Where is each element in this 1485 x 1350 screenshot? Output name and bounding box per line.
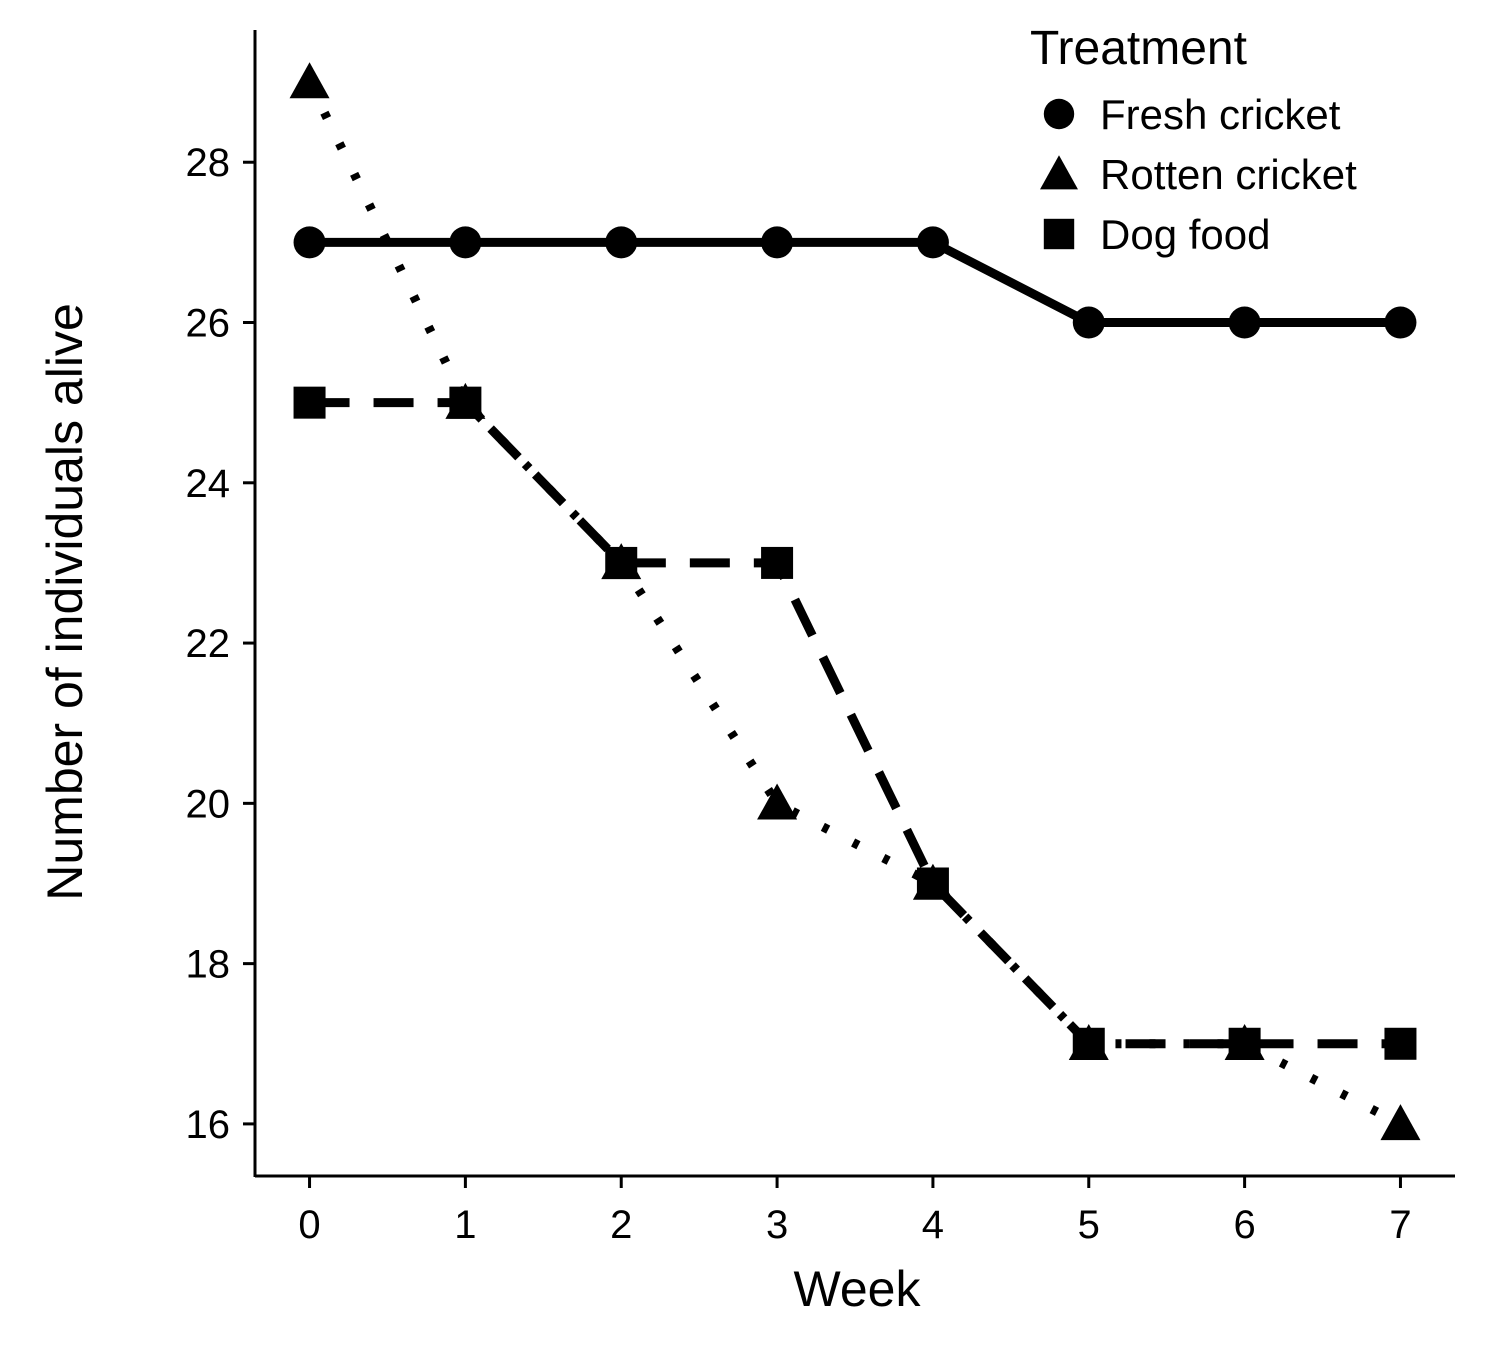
y-tick-label: 22 <box>186 622 231 666</box>
x-axis-title: Week <box>794 1261 922 1317</box>
x-tick-label: 0 <box>298 1203 320 1247</box>
x-tick-label: 5 <box>1078 1203 1100 1247</box>
data-point <box>761 226 794 259</box>
ticks: 16 18 20 22 24 26 28 0 1 2 3 4 5 6 7 <box>186 141 1412 1247</box>
series-layer <box>289 62 1421 1141</box>
legend-item: Rotten cricket <box>1040 151 1357 198</box>
series-fresh-cricket <box>293 226 1417 339</box>
data-point <box>293 226 326 259</box>
data-point <box>1384 306 1417 339</box>
x-tick-label: 4 <box>922 1203 944 1247</box>
data-point <box>449 386 482 419</box>
data-point <box>293 386 326 419</box>
data-point <box>1072 306 1105 339</box>
data-point <box>449 226 482 259</box>
y-tick-label: 26 <box>186 302 231 346</box>
data-point <box>1384 1027 1417 1060</box>
x-tick-label: 6 <box>1233 1203 1255 1247</box>
series-dog-food <box>293 386 1417 1060</box>
legend-item: Fresh cricket <box>1043 91 1341 138</box>
y-tick-label: 24 <box>186 462 231 506</box>
legend-circle-icon <box>1043 98 1075 130</box>
x-tick-label: 1 <box>454 1203 476 1247</box>
legend-label: Dog food <box>1100 211 1270 258</box>
data-point <box>916 867 949 900</box>
y-tick-label: 18 <box>186 943 231 987</box>
data-point <box>916 226 949 259</box>
data-point <box>757 783 798 820</box>
data-point <box>289 62 330 99</box>
x-tick-label: 3 <box>766 1203 788 1247</box>
legend-title: Treatment <box>1030 22 1247 75</box>
y-tick-label: 16 <box>186 1103 231 1147</box>
y-tick-label: 28 <box>186 141 231 185</box>
axes <box>253 30 1455 1178</box>
x-tick-label: 7 <box>1389 1203 1411 1247</box>
legend-label: Fresh cricket <box>1100 91 1341 138</box>
legend: Treatment Fresh cricket Rotten cricket Dog… <box>1030 22 1357 258</box>
legend-square-icon <box>1043 218 1075 250</box>
legend-label: Rotten cricket <box>1100 151 1357 198</box>
legend-items: Fresh cricket Rotten cricket Dog food <box>1040 91 1357 258</box>
data-point <box>605 546 638 579</box>
y-tick-label: 20 <box>186 782 231 826</box>
x-tick-label: 2 <box>610 1203 632 1247</box>
data-point <box>1228 306 1261 339</box>
legend-triangle-icon <box>1040 155 1078 190</box>
data-point <box>761 546 794 579</box>
data-point <box>1072 1027 1105 1060</box>
y-axis-title: Number of individuals alive <box>37 303 93 901</box>
data-point <box>1380 1104 1421 1141</box>
series-line <box>309 237 1401 328</box>
data-point <box>605 226 638 259</box>
series-line <box>309 398 1401 1049</box>
legend-item: Dog food <box>1043 211 1270 258</box>
data-point <box>1228 1027 1261 1060</box>
